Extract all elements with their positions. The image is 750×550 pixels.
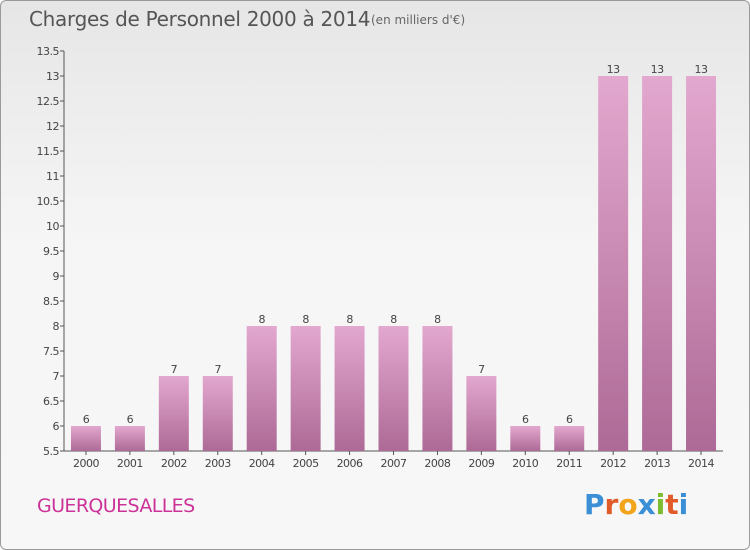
bar-2011 — [554, 426, 585, 451]
y-tick-label: 12 — [46, 120, 59, 133]
bar-2003 — [202, 376, 233, 451]
y-tick-label: 9 — [53, 270, 60, 283]
bar-2010 — [510, 426, 541, 451]
y-tick-label: 8 — [53, 320, 60, 333]
x-tick-label-2010: 2010 — [512, 457, 538, 470]
y-tick-label: 7 — [53, 370, 60, 383]
x-tick-label-2006: 2006 — [337, 457, 363, 470]
data-label-2009: 7 — [478, 363, 485, 376]
x-tick-label-2007: 2007 — [381, 457, 407, 470]
data-label-2012: 13 — [607, 63, 620, 76]
x-tick-label-2013: 2013 — [644, 457, 670, 470]
x-tick-label-2001: 2001 — [117, 457, 143, 470]
y-tick-label: 13.5 — [37, 45, 60, 58]
bar-2004 — [246, 326, 277, 451]
x-tick-label-2005: 2005 — [293, 457, 319, 470]
data-label-2014: 13 — [695, 63, 708, 76]
bar-2002 — [158, 376, 189, 451]
y-tick-label: 6.5 — [43, 395, 59, 408]
y-tick-label: 10.5 — [37, 195, 60, 208]
x-tick-label-2008: 2008 — [424, 457, 450, 470]
x-tick-label-2000: 2000 — [73, 457, 99, 470]
data-label-2004: 8 — [258, 313, 265, 326]
x-tick-label-2011: 2011 — [556, 457, 582, 470]
chart-unit: (en milliers d'€) — [371, 13, 466, 27]
bar-2000 — [70, 426, 101, 451]
logo-letter: t — [665, 488, 679, 521]
x-tick-label-2002: 2002 — [161, 457, 187, 470]
data-label-2011: 6 — [566, 413, 573, 426]
logo-letter: o — [618, 488, 638, 521]
commune-name: GUERQUESALLES — [37, 495, 195, 517]
bar-2014 — [686, 76, 717, 451]
bar-2001 — [114, 426, 145, 451]
bar-2008 — [422, 326, 453, 451]
bar-2013 — [642, 76, 673, 451]
data-label-2003: 7 — [215, 363, 222, 376]
data-label-2002: 7 — [171, 363, 178, 376]
y-tick-label: 10 — [46, 220, 59, 233]
y-tick-label: 11 — [46, 170, 59, 183]
x-tick-label-2014: 2014 — [688, 457, 714, 470]
bar-2005 — [290, 326, 321, 451]
y-tick-label: 7.5 — [43, 345, 59, 358]
logo-letter: i — [655, 488, 666, 521]
x-tick-label-2009: 2009 — [468, 457, 494, 470]
data-label-2008: 8 — [434, 313, 441, 326]
data-label-2010: 6 — [522, 413, 529, 426]
bar-2006 — [334, 326, 365, 451]
data-label-2013: 13 — [651, 63, 664, 76]
y-tick-label: 12.5 — [37, 95, 60, 108]
logo-letter: P — [584, 488, 605, 521]
data-label-2005: 8 — [302, 313, 309, 326]
x-tick-label-2003: 2003 — [205, 457, 231, 470]
bar-2007 — [378, 326, 409, 451]
y-tick-label: 9.5 — [43, 245, 59, 258]
y-tick-label: 5.5 — [43, 445, 59, 458]
bar-2009 — [466, 376, 497, 451]
bar-2012 — [598, 76, 629, 451]
y-tick-label: 6 — [53, 420, 60, 433]
y-tick-label: 11.5 — [37, 145, 60, 158]
y-tick-label: 8.5 — [43, 295, 59, 308]
y-tick-label: 13 — [46, 70, 59, 83]
chart-title: Charges de Personnel 2000 à 2014 — [29, 7, 371, 31]
data-label-2000: 6 — [83, 413, 90, 426]
data-label-2001: 6 — [127, 413, 134, 426]
x-tick-label-2004: 2004 — [249, 457, 275, 470]
data-label-2006: 8 — [346, 313, 353, 326]
logo-letter: i — [678, 488, 689, 521]
logo-letter: r — [604, 488, 619, 521]
logo-letter: x — [637, 488, 656, 521]
data-label-2007: 8 — [390, 313, 397, 326]
x-tick-label-2012: 2012 — [600, 457, 626, 470]
proxiti-logo: Proxiti — [584, 488, 688, 521]
